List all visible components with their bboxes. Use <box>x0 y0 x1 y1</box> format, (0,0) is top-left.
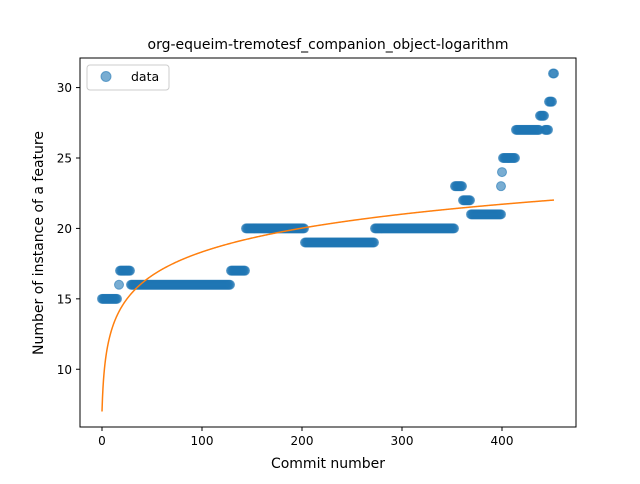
data-point <box>240 265 250 276</box>
data-point <box>465 195 475 206</box>
data-point <box>510 153 520 163</box>
y-axis-label: Number of instance of a feature <box>31 131 47 355</box>
x-axis: 0 100 200 300 400 <box>98 427 513 448</box>
data-point <box>225 279 235 290</box>
legend-marker <box>100 71 112 82</box>
axes-frame <box>79 57 577 428</box>
x-tick-label: 0 <box>98 434 106 448</box>
fit-line <box>101 199 555 412</box>
data-point <box>114 279 124 290</box>
chart-title: org-equeim-tremotesf_companion_object-lo… <box>148 37 509 53</box>
data-point <box>539 110 549 121</box>
data-point <box>449 223 459 234</box>
data-point <box>457 181 467 192</box>
data-point <box>543 124 553 135</box>
y-tick-label: 20 <box>57 222 72 236</box>
x-tick-label: 100 <box>191 434 214 448</box>
x-tick-label: 300 <box>391 434 414 448</box>
data-point <box>369 237 379 248</box>
plot-area <box>97 68 559 412</box>
y-tick-label: 25 <box>57 151 72 165</box>
data-series <box>97 68 559 304</box>
y-tick-label: 10 <box>57 363 72 377</box>
x-tick-label: 200 <box>291 434 314 448</box>
data-point <box>549 68 559 79</box>
data-point <box>497 167 507 178</box>
legend-label: data <box>131 69 159 84</box>
data-point <box>496 181 506 192</box>
legend: data <box>86 64 170 91</box>
data-point <box>496 209 506 220</box>
data-point <box>547 96 557 107</box>
x-tick-label: 400 <box>491 434 514 448</box>
y-tick-label: 30 <box>57 81 72 95</box>
y-tick-label: 15 <box>57 292 72 306</box>
y-axis: 10 15 20 25 30 <box>57 81 80 377</box>
x-axis-label: Commit number <box>271 456 385 472</box>
data-point <box>125 265 135 276</box>
data-point <box>112 293 122 304</box>
